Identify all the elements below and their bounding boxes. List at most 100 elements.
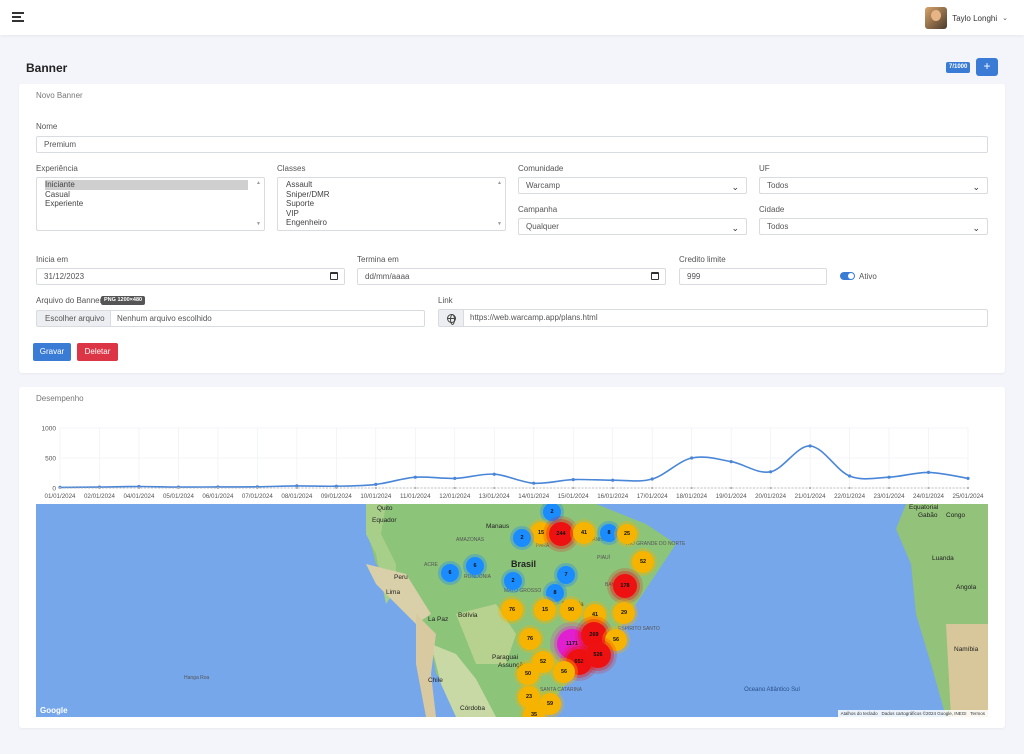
map-cluster-marker[interactable]: 52 (632, 551, 654, 573)
calendar-icon[interactable] (330, 272, 338, 280)
calendar-icon[interactable] (651, 272, 659, 280)
list-item[interactable]: Suporte (286, 199, 315, 208)
map-cluster-marker[interactable]: 76 (501, 599, 523, 621)
experiencia-listbox[interactable]: Iniciante Casual Experiente ▲ ▼ (36, 177, 265, 231)
data-point[interactable] (493, 486, 496, 490)
data-point[interactable] (966, 476, 970, 480)
map-cluster-marker[interactable]: 15 (534, 599, 556, 621)
choose-file-button[interactable]: Escolher arquivo (36, 310, 111, 327)
data-point[interactable] (769, 486, 772, 490)
uf-select[interactable]: Todos ⌄ (759, 177, 988, 194)
data-point[interactable] (453, 476, 457, 480)
termina-date-input[interactable]: dd/mm/aaaa (357, 268, 666, 285)
map-cluster-marker[interactable]: 41 (573, 522, 595, 544)
data-point[interactable] (58, 486, 62, 490)
terms-link[interactable]: Termos (970, 711, 985, 716)
data-point[interactable] (453, 486, 456, 490)
data-point[interactable] (374, 486, 377, 490)
list-item[interactable]: Experiente (45, 199, 84, 208)
map-cluster-marker[interactable]: 8 (600, 524, 618, 542)
link-input[interactable]: https://web.warcamp.app/plans.html (463, 309, 988, 327)
data-point[interactable] (927, 486, 930, 490)
data-point[interactable] (334, 484, 338, 488)
map-cluster-marker[interactable]: 56 (553, 661, 575, 683)
comunidade-select[interactable]: Warcamp ⌄ (518, 177, 747, 194)
data-point[interactable] (966, 486, 970, 490)
data-point[interactable] (335, 486, 338, 490)
data-point[interactable] (730, 486, 733, 490)
list-item[interactable]: Engenheiro (286, 218, 327, 227)
data-point[interactable] (532, 481, 536, 485)
classes-listbox[interactable]: Assault Sniper/DMR Suporte VIP Engenheir… (277, 177, 506, 231)
scrollbar[interactable]: ▲ ▼ (497, 180, 502, 227)
map-cluster-marker[interactable]: 178 (613, 574, 637, 598)
map-cluster-marker[interactable]: 7 (557, 566, 575, 584)
map-cluster-marker[interactable]: 244 (549, 522, 573, 546)
data-point[interactable] (256, 486, 259, 490)
data-point[interactable] (137, 486, 141, 490)
chevron-down-icon[interactable]: ⌄ (1002, 15, 1008, 22)
list-item[interactable]: Iniciante (45, 180, 248, 190)
data-point[interactable] (887, 486, 891, 490)
data-point[interactable] (492, 472, 496, 476)
map-cluster-marker[interactable]: 50 (517, 663, 539, 685)
data-point[interactable] (650, 477, 654, 481)
map-cluster-marker[interactable]: 8 (546, 584, 564, 602)
data-point[interactable] (690, 456, 694, 460)
file-name-display[interactable]: Nenhum arquivo escolhido (110, 310, 425, 327)
map-cluster-marker[interactable]: 56 (605, 629, 627, 651)
map-cluster-marker[interactable]: 2 (543, 504, 561, 521)
map-cluster-marker[interactable]: 41 (584, 604, 606, 626)
map-cluster-marker[interactable]: 15 (530, 522, 552, 544)
data-point[interactable] (571, 478, 575, 482)
map-cluster-marker[interactable]: 6 (441, 564, 459, 582)
data-point[interactable] (848, 486, 851, 490)
data-point[interactable] (413, 475, 417, 479)
map-cluster-marker[interactable]: 29 (613, 602, 635, 624)
map-cluster-marker[interactable]: 35 (523, 704, 545, 717)
user-name[interactable]: Taylo Longhi (952, 13, 998, 23)
user-menu[interactable]: Taylo Longhi ⌄ (925, 7, 1008, 29)
credito-input[interactable]: 999 (679, 268, 827, 285)
inicia-date-input[interactable]: 31/12/2023 (36, 268, 345, 285)
list-item[interactable]: VIP (286, 208, 299, 218)
list-item[interactable]: Sniper/DMR (286, 189, 330, 199)
ativo-toggle[interactable] (840, 272, 855, 280)
map-cluster-marker[interactable]: 25 (617, 524, 637, 544)
map[interactable]: Quito Equador Manaus AMAZONAS PARÁ MARAN… (36, 504, 988, 717)
data-point[interactable] (216, 486, 220, 490)
data-point[interactable] (769, 470, 773, 474)
keyboard-shortcuts-link[interactable]: Atalhos do teclado (840, 711, 878, 716)
map-cluster-marker[interactable]: 76 (519, 628, 541, 650)
data-point[interactable] (98, 486, 101, 490)
data-point[interactable] (651, 486, 654, 490)
save-button[interactable]: Gravar (33, 343, 71, 361)
data-point[interactable] (729, 460, 733, 464)
data-point[interactable] (611, 478, 615, 482)
map-cluster-marker[interactable]: 2 (513, 529, 531, 547)
add-button[interactable]: + (976, 58, 998, 76)
data-point[interactable] (572, 486, 575, 490)
map-cluster-marker[interactable]: 59 (539, 693, 561, 715)
data-point[interactable] (414, 486, 417, 490)
data-point[interactable] (177, 486, 180, 490)
map-cluster-marker[interactable]: 23 (518, 686, 540, 708)
list-item[interactable]: Casual (45, 189, 70, 199)
data-point[interactable] (926, 470, 931, 474)
data-point[interactable] (611, 486, 614, 490)
data-point[interactable] (808, 486, 812, 490)
scrollbar[interactable]: ▲ ▼ (256, 180, 261, 227)
map-cluster-marker[interactable]: 526 (585, 642, 611, 668)
map-cluster-marker[interactable]: 90 (560, 599, 582, 621)
data-point[interactable] (532, 486, 535, 490)
menu-icon[interactable] (12, 12, 24, 22)
list-item[interactable]: Assault (286, 180, 313, 189)
nome-input[interactable]: Premium (36, 136, 988, 153)
data-point[interactable] (808, 444, 812, 448)
campanha-select[interactable]: Qualquer ⌄ (518, 218, 747, 235)
map-cluster-marker[interactable]: 2 (504, 572, 522, 590)
data-point[interactable] (887, 475, 891, 479)
data-point[interactable] (295, 486, 298, 490)
data-point[interactable] (295, 484, 299, 488)
delete-button[interactable]: Deletar (77, 343, 118, 361)
